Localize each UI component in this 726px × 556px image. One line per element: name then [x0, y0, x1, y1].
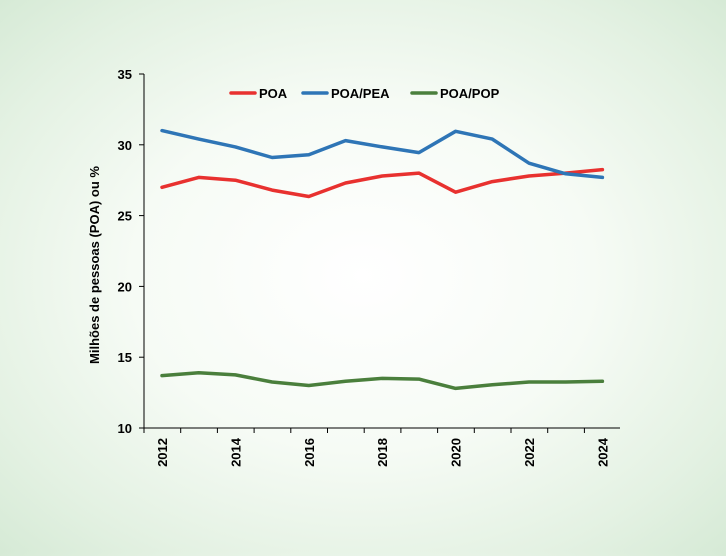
legend-label-poa-pea: POA/PEA — [331, 86, 390, 101]
series-lines — [160, 128, 605, 391]
series-line-poa-pea — [160, 128, 605, 180]
x-tick-label: 2020 — [449, 438, 464, 467]
legend: POA POA/PEA POA/POP — [229, 86, 500, 101]
y-tick-label: 15 — [118, 350, 132, 365]
series-line-poa — [160, 167, 605, 199]
x-tick-label: 2024 — [595, 437, 610, 467]
y-axis-label: Milhões de pessoas (POA) ou % — [87, 166, 102, 364]
series-line-poa-pop — [160, 371, 605, 391]
y-tick-label: 25 — [118, 209, 132, 224]
x-tick-label: 2014 — [228, 437, 243, 467]
x-tick-label: 2022 — [522, 438, 537, 467]
x-tick-label: 2016 — [302, 438, 317, 467]
x-tick-label: 2012 — [155, 438, 170, 467]
y-tick-label: 30 — [118, 138, 132, 153]
y-tick-label: 20 — [118, 279, 132, 294]
axes: 10 15 20 25 30 35 2012 2014 2016 2018 2020 2022 2024 — [118, 67, 620, 467]
legend-label-poa: POA — [259, 86, 288, 101]
x-tick-label: 2018 — [375, 438, 390, 467]
y-tick-label: 10 — [118, 421, 132, 436]
y-tick-label: 35 — [118, 67, 132, 82]
legend-label-poa-pop: POA/POP — [440, 86, 500, 101]
